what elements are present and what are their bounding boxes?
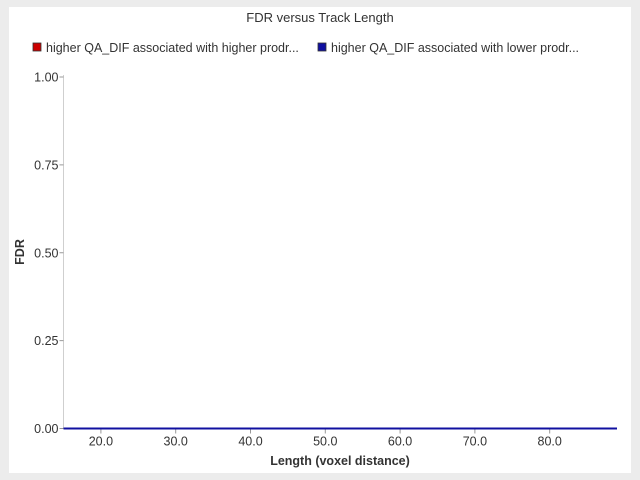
y-tick-label: 0.75 (34, 158, 58, 172)
x-axis-ticks: 20.0 30.0 40.0 50.0 60.0 70.0 80.0 (89, 429, 562, 449)
y-tick-label: 0.50 (34, 246, 58, 260)
x-tick-label: 50.0 (313, 435, 337, 449)
x-axis-label: Length (voxel distance) (270, 454, 410, 468)
y-axis-ticks: 0.00 0.25 0.50 0.75 1.00 (34, 71, 64, 436)
y-tick-label: 0.00 (34, 422, 58, 436)
x-tick-label: 20.0 (89, 435, 113, 449)
x-tick-label: 40.0 (238, 435, 262, 449)
y-tick-label: 0.25 (34, 334, 58, 348)
y-tick-label: 1.00 (34, 71, 58, 85)
x-tick-label: 60.0 (388, 435, 412, 449)
x-tick-label: 80.0 (538, 435, 562, 449)
y-axis-label: FDR (13, 239, 27, 265)
legend-label-series-2: higher QA_DIF associated with lower prod… (331, 41, 579, 55)
x-tick-label: 70.0 (463, 435, 487, 449)
chart-title: FDR versus Track Length (246, 10, 393, 25)
legend-swatch-series-1 (32, 42, 42, 52)
x-tick-label: 30.0 (164, 435, 188, 449)
chart-panel (9, 7, 631, 473)
legend: higher QA_DIF associated with higher pro… (32, 41, 579, 55)
legend-swatch-series-2 (317, 42, 327, 52)
legend-label-series-1: higher QA_DIF associated with higher pro… (46, 41, 299, 55)
